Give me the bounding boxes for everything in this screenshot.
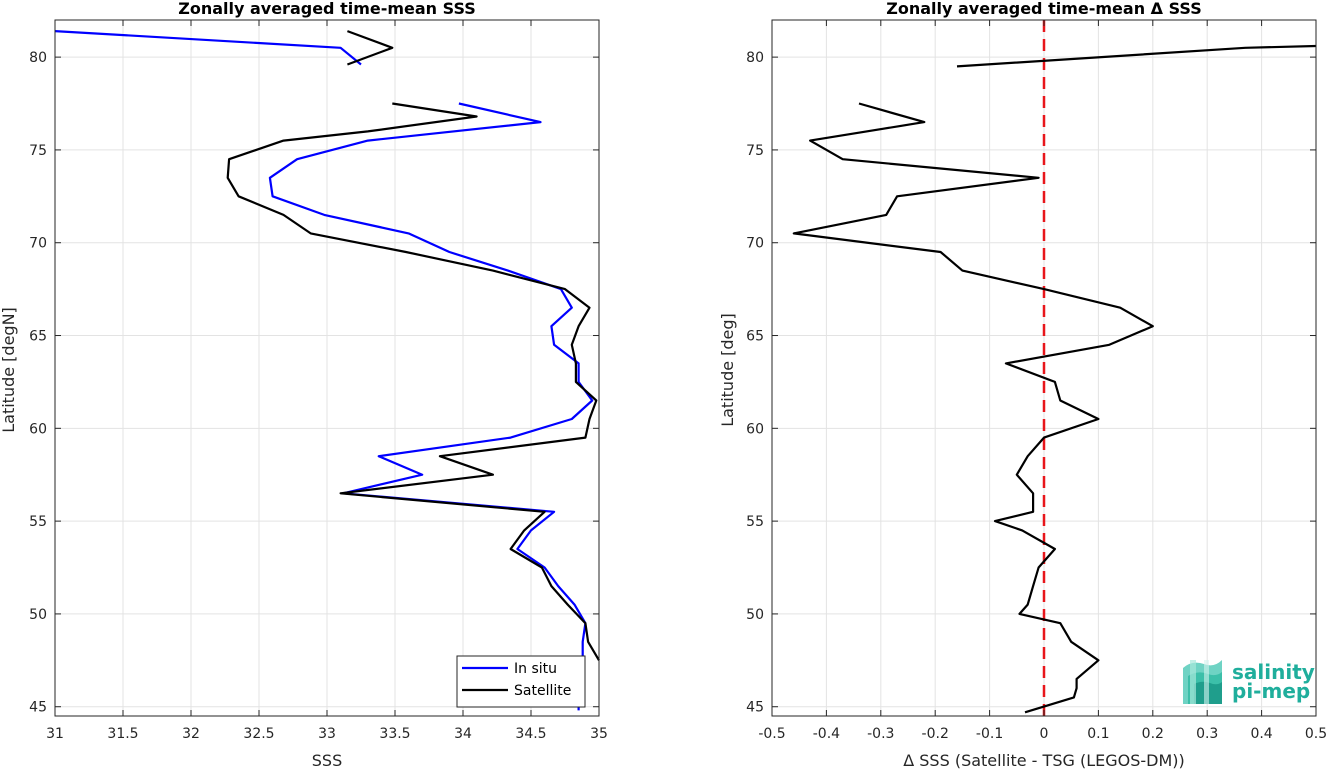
right-ytick-label: 75	[746, 143, 764, 159]
left-xtick-label: 32	[182, 726, 200, 742]
right-ytick-label: 80	[746, 50, 764, 66]
left-tick-labels: 31 31.5 32 32.5 33 33.5 34 34.5 35 45 50 55 60 65 70 75…	[29, 20, 608, 742]
right-xtick-label: 0	[1040, 726, 1049, 742]
right-series-group	[792, 20, 1317, 716]
left-xtick-label: 31.5	[107, 726, 138, 742]
right-tick-labels: -0.5 -0.4 -0.3 -0.2 -0.1 0 0.1 0.2 0.3 0.4 0.5 45 50…	[746, 20, 1327, 742]
left-ytick-label: 50	[29, 607, 47, 623]
right-ytick-label: 55	[746, 514, 764, 530]
left-ytick-label: 65	[29, 329, 47, 345]
logo-wave-icon	[1183, 660, 1222, 704]
left-xtick-label: 34.5	[515, 726, 546, 742]
left-ylabel: Latitude [degN]	[0, 307, 18, 433]
right-xtick-label: 0.4	[1250, 726, 1272, 742]
right-xtick-label: -0.4	[813, 726, 840, 742]
legend: In situ Satellite	[456, 655, 586, 708]
left-xtick-label: 33	[318, 726, 336, 742]
logo-line2: pi-mep	[1232, 679, 1310, 703]
salinity-pi-mep-logo: salinity pi-mep	[1183, 660, 1315, 704]
right-title: Zonally averaged time-mean Δ SSS	[886, 0, 1202, 18]
left-xlabel: SSS	[312, 751, 342, 769]
right-xtick-label: -0.3	[867, 726, 894, 742]
right-xtick-label: -0.5	[758, 726, 785, 742]
left-ytick-label: 80	[29, 50, 47, 66]
left-ytick-label: 45	[29, 700, 47, 716]
left-title: Zonally averaged time-mean SSS	[178, 0, 476, 18]
left-xtick-label: 32.5	[243, 726, 274, 742]
left-panel: 31 31.5 32 32.5 33 33.5 34 34.5 35 45 50 55 60 65 70 75…	[0, 0, 608, 769]
legend-label-in-situ: In situ	[514, 661, 557, 677]
right-ytick-label: 50	[746, 607, 764, 623]
right-xtick-label: -0.1	[976, 726, 1003, 742]
right-ytick-label: 60	[746, 421, 764, 437]
left-series-in-situ	[54, 30, 594, 711]
left-xtick-label: 34	[454, 726, 472, 742]
right-xtick-label: 0.2	[1142, 726, 1164, 742]
legend-box	[456, 655, 586, 708]
right-xlabel: Δ SSS (Satellite - TSG (LEGOS-DM))	[903, 751, 1185, 769]
right-ytick-label: 45	[746, 700, 764, 716]
left-xtick-label: 33.5	[379, 726, 410, 742]
left-series-group	[54, 30, 600, 711]
right-panel: -0.5 -0.4 -0.3 -0.2 -0.1 0 0.1 0.2 0.3 0.4 0.5 45 50…	[718, 0, 1327, 769]
right-ylabel: Latitude [deg]	[718, 313, 737, 427]
right-ytick-label: 70	[746, 236, 764, 252]
left-xtick-label: 31	[46, 726, 64, 742]
right-ytick-label: 65	[746, 329, 764, 345]
right-xtick-label: 0.5	[1305, 726, 1327, 742]
legend-label-satellite: Satellite	[514, 683, 571, 699]
logo-line1: salinity	[1232, 660, 1315, 684]
right-series-delta-sss	[792, 44, 1317, 714]
left-ytick-label: 60	[29, 421, 47, 437]
left-series-satellite	[226, 30, 600, 661]
left-ytick-label: 75	[29, 143, 47, 159]
right-xtick-label: -0.2	[922, 726, 949, 742]
right-xtick-label: 0.1	[1087, 726, 1109, 742]
left-ytick-label: 70	[29, 236, 47, 252]
right-xtick-label: 0.3	[1196, 726, 1218, 742]
left-xtick-label: 35	[590, 726, 608, 742]
left-ytick-label: 55	[29, 514, 47, 530]
